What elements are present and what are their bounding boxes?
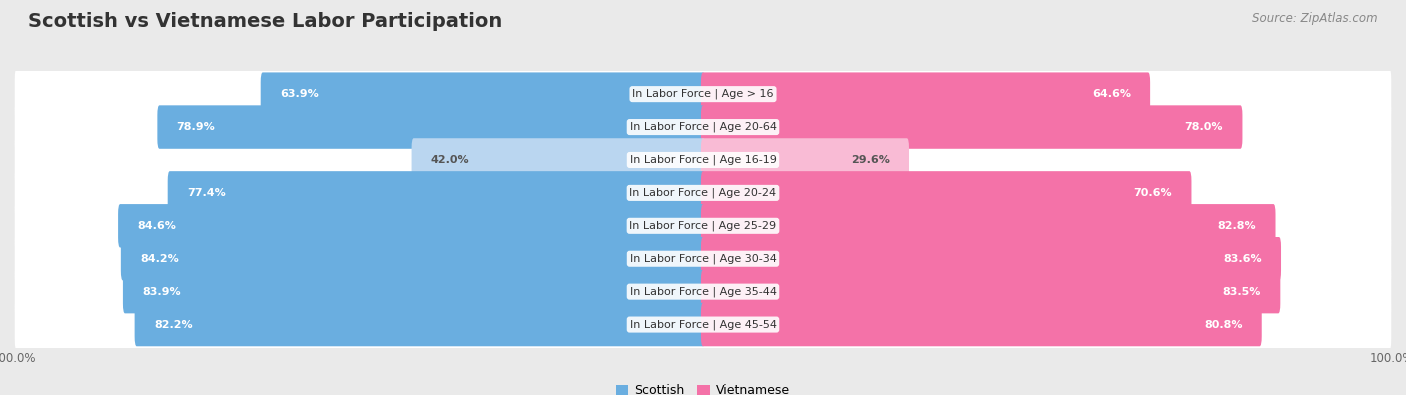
Text: 83.5%: 83.5% <box>1223 287 1261 297</box>
Text: 82.2%: 82.2% <box>153 320 193 329</box>
Text: 82.8%: 82.8% <box>1218 221 1256 231</box>
FancyBboxPatch shape <box>14 66 1392 122</box>
FancyBboxPatch shape <box>14 132 1392 188</box>
FancyBboxPatch shape <box>702 270 1281 313</box>
Text: Source: ZipAtlas.com: Source: ZipAtlas.com <box>1253 12 1378 25</box>
FancyBboxPatch shape <box>14 165 1392 220</box>
Text: In Labor Force | Age 16-19: In Labor Force | Age 16-19 <box>630 155 776 165</box>
Legend: Scottish, Vietnamese: Scottish, Vietnamese <box>610 379 796 395</box>
FancyBboxPatch shape <box>702 138 910 182</box>
FancyBboxPatch shape <box>702 171 1191 214</box>
Text: Scottish vs Vietnamese Labor Participation: Scottish vs Vietnamese Labor Participati… <box>28 12 502 31</box>
Text: 84.2%: 84.2% <box>141 254 179 264</box>
Text: 70.6%: 70.6% <box>1133 188 1173 198</box>
Text: In Labor Force | Age 20-64: In Labor Force | Age 20-64 <box>630 122 776 132</box>
FancyBboxPatch shape <box>702 72 1150 116</box>
FancyBboxPatch shape <box>157 105 704 149</box>
FancyBboxPatch shape <box>14 231 1392 286</box>
Text: 29.6%: 29.6% <box>851 155 890 165</box>
Text: 78.9%: 78.9% <box>177 122 215 132</box>
Text: In Labor Force | Age > 16: In Labor Force | Age > 16 <box>633 89 773 100</box>
Text: 83.6%: 83.6% <box>1223 254 1261 264</box>
Text: In Labor Force | Age 35-44: In Labor Force | Age 35-44 <box>630 286 776 297</box>
Text: 83.9%: 83.9% <box>142 287 181 297</box>
FancyBboxPatch shape <box>702 303 1261 346</box>
FancyBboxPatch shape <box>118 204 704 248</box>
Text: 64.6%: 64.6% <box>1092 89 1130 99</box>
FancyBboxPatch shape <box>702 105 1243 149</box>
FancyBboxPatch shape <box>14 264 1392 319</box>
FancyBboxPatch shape <box>702 204 1275 248</box>
Text: 63.9%: 63.9% <box>280 89 319 99</box>
FancyBboxPatch shape <box>14 198 1392 254</box>
FancyBboxPatch shape <box>702 237 1281 280</box>
Text: 77.4%: 77.4% <box>187 188 226 198</box>
Text: 78.0%: 78.0% <box>1185 122 1223 132</box>
FancyBboxPatch shape <box>14 100 1392 155</box>
FancyBboxPatch shape <box>14 297 1392 352</box>
FancyBboxPatch shape <box>122 270 704 313</box>
Text: In Labor Force | Age 20-24: In Labor Force | Age 20-24 <box>630 188 776 198</box>
Text: In Labor Force | Age 25-29: In Labor Force | Age 25-29 <box>630 220 776 231</box>
FancyBboxPatch shape <box>121 237 704 280</box>
Text: 42.0%: 42.0% <box>430 155 470 165</box>
Text: In Labor Force | Age 45-54: In Labor Force | Age 45-54 <box>630 319 776 330</box>
Text: 84.6%: 84.6% <box>138 221 176 231</box>
FancyBboxPatch shape <box>260 72 704 116</box>
Text: 80.8%: 80.8% <box>1204 320 1243 329</box>
Text: In Labor Force | Age 30-34: In Labor Force | Age 30-34 <box>630 254 776 264</box>
FancyBboxPatch shape <box>167 171 704 214</box>
FancyBboxPatch shape <box>135 303 704 346</box>
FancyBboxPatch shape <box>412 138 704 182</box>
